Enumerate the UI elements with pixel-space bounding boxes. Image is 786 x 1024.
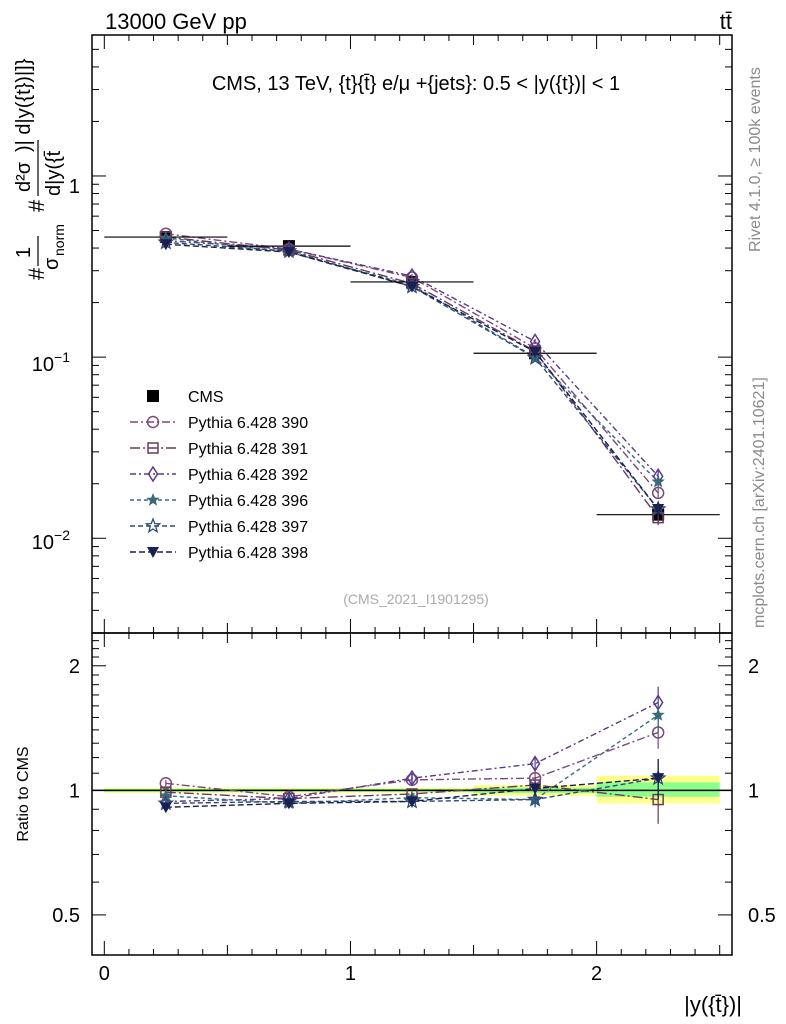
ratio-panel: 0.5 0.5 1 1 2 2 0 1 2 Ratio to CMS |y({t̄})| xyxy=(15,35,776,1017)
ratio-point xyxy=(529,783,542,795)
main-point xyxy=(159,239,172,251)
legend-label: Pythia 6.428 397 xyxy=(188,519,308,536)
ratio-point xyxy=(526,790,544,807)
main-point xyxy=(282,247,295,259)
y-label-dy1: d|y({t̄ xyxy=(43,150,65,196)
ratio-y-tick-label: 0.5 xyxy=(52,905,80,927)
main-y-ticks xyxy=(92,34,732,634)
x-tick-label: 1 xyxy=(345,963,356,985)
main-point xyxy=(529,346,542,358)
header-right: tt̄ xyxy=(720,9,732,34)
main-frame xyxy=(91,34,733,634)
main-point xyxy=(406,281,418,293)
legend-marker xyxy=(147,390,159,402)
legend: CMS Pythia 6.428 390 Pythia 6.428 391 Pythi… xyxy=(130,389,308,562)
ratio-point xyxy=(282,798,295,810)
ratio-y-tick-label-right: 1 xyxy=(748,780,759,802)
ratio-y-label: Ratio to CMS xyxy=(15,746,32,841)
ratio-point xyxy=(529,755,541,773)
y-label-d2sigma: d²σ xyxy=(13,161,35,192)
ratio-point xyxy=(406,796,418,808)
main-y-tick-label-0.01: 10−2 xyxy=(32,527,70,554)
main-series-layer xyxy=(104,227,720,526)
x-tick-label: 0 xyxy=(99,963,110,985)
chart-title: CMS, 13 TeV, {t}{t̄} e/μ +{jets}: 0.5 < … xyxy=(212,73,620,95)
ratio-y-ticks: 0.5 0.5 1 1 2 2 xyxy=(52,640,776,927)
tick-base: 10 xyxy=(32,354,54,376)
main-y-tick-label-0.1: 10−1 xyxy=(32,349,70,376)
ratio-y-tick-label: 2 xyxy=(69,656,80,678)
y-label-dy2: )| d|y({t})|]} xyxy=(13,58,35,152)
legend-label: Pythia 6.428 398 xyxy=(188,545,308,562)
ratio-series-line xyxy=(165,777,659,805)
legend-label: CMS xyxy=(188,389,224,406)
tick-exp: −2 xyxy=(54,527,70,543)
tick-base: 10 xyxy=(32,532,54,554)
legend-marker xyxy=(147,547,159,558)
legend-marker xyxy=(147,442,159,454)
ratio-frame xyxy=(91,632,733,956)
legend-marker xyxy=(146,415,160,429)
ratio-point xyxy=(406,769,418,787)
rivet-version-label: Rivet 4.1.0, ≥ 100k events xyxy=(747,67,764,252)
main-y-label: # 1 σ norm # d²σ d|y({t̄ )| d|y({t})|]} xyxy=(13,58,67,280)
analysis-watermark: (CMS_2021_I1901295) xyxy=(343,591,489,607)
main-y-tick-label-1: 1 xyxy=(69,176,80,198)
main-point xyxy=(651,474,665,488)
legend-label: Pythia 6.428 396 xyxy=(188,493,308,510)
main-series-line xyxy=(165,239,659,477)
main-series-line xyxy=(165,243,659,510)
ratio-series-layer xyxy=(157,686,667,824)
legend-label: Pythia 6.428 392 xyxy=(188,467,308,484)
y-label-one: 1 xyxy=(13,247,35,258)
main-series-line xyxy=(165,233,659,494)
main-panel: 1 10−1 10−2 CMS, 13 TeV, {t}{t̄} e/μ +{j… xyxy=(13,34,733,634)
legend-marker xyxy=(147,465,159,483)
mcplots-label: mcplots.cern.ch [arXiv:2401.10621] xyxy=(751,377,768,628)
ratio-y-tick-label-right: 2 xyxy=(748,656,759,678)
header-left: 13000 GeV pp xyxy=(105,9,247,34)
main-y-tick-labels: 1 10−1 10−2 xyxy=(32,176,80,554)
x-axis-label: |y({t̄})| xyxy=(684,992,742,1017)
y-label-norm: norm xyxy=(51,224,67,256)
x-tick-label: 2 xyxy=(591,963,602,985)
ratio-series-line xyxy=(165,731,659,798)
legend-label: Pythia 6.428 391 xyxy=(188,441,308,458)
ratio-y-tick-label-right: 0.5 xyxy=(748,905,776,927)
tick-exp: −1 xyxy=(54,349,70,365)
ratio-point xyxy=(159,802,172,814)
y-label-hash2: # xyxy=(24,199,49,212)
legend-marker xyxy=(144,517,162,534)
ratio-point xyxy=(652,773,665,785)
main-point xyxy=(652,504,665,516)
main-point xyxy=(526,349,544,366)
ratio-point xyxy=(651,708,665,721)
legend-label: Pythia 6.428 390 xyxy=(188,415,308,432)
x-ticks: 0 1 2 xyxy=(99,35,721,985)
ratio-y-tick-label: 1 xyxy=(69,780,80,802)
y-label-sigma: σ xyxy=(41,257,63,270)
legend-marker xyxy=(146,493,160,506)
y-label-hash1: # xyxy=(24,267,49,280)
